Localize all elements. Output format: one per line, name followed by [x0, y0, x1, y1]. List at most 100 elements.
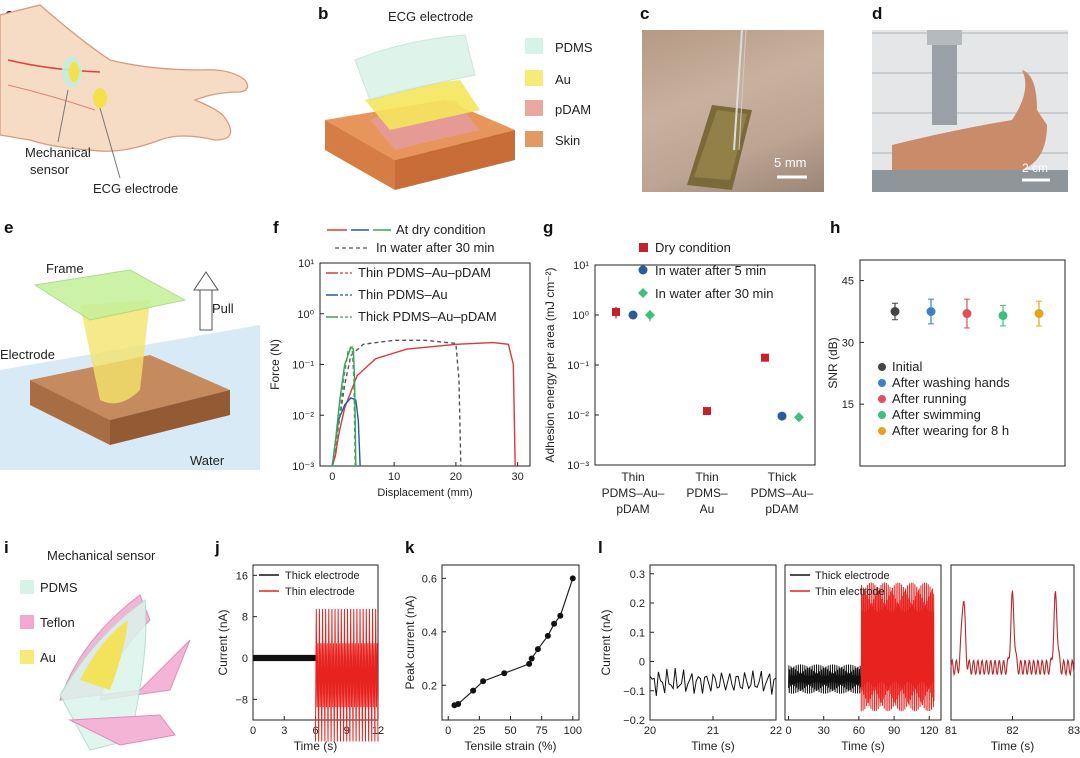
l-legend-label-1: Thin electrode [815, 586, 885, 598]
g-ytick-label: 10¹ [573, 260, 589, 272]
k-point-10 [557, 613, 563, 619]
k-ytick-label: 0.6 [422, 573, 437, 585]
j-ytick-label: 16 [236, 570, 248, 582]
l-ytick-label: −0.1 [623, 686, 645, 698]
l-xlabel-2: Time (s) [991, 739, 1035, 753]
h-ytick-label: 15 [842, 399, 854, 411]
h-ylabel: SNR (dB) [826, 337, 840, 388]
k-point-3 [480, 678, 486, 684]
h-legend-label-3: After swimming [892, 407, 981, 422]
f-ytick-label: 10⁻¹ [292, 360, 314, 372]
h-point-0 [891, 307, 900, 316]
g-legend-marker-2 [638, 288, 648, 298]
l-xtick-label-2: 81 [945, 725, 957, 737]
scale-bar-c: 5 mm [774, 155, 807, 170]
f-series-line-1 [332, 340, 460, 466]
k-xtick-label: 75 [536, 725, 548, 737]
chart-g-adhesion-energy: 10⁻³ 10⁻² 10⁻¹ 10⁰ 10¹ Adhesion energy per ar… [540, 225, 825, 525]
g-point-0-1 [703, 407, 711, 415]
f-xtick-label: 0 [329, 471, 335, 483]
g-category-0-line-2: pDAM [616, 502, 649, 516]
j-ytick-label: −8 [235, 694, 248, 706]
j-legend-label-1: Thin electrode [285, 586, 355, 598]
h-point-4 [1035, 309, 1044, 318]
legend-i-teflon: Teflon [40, 615, 75, 630]
l-xtick-label-0: 20 [644, 725, 656, 737]
electrode-label: Electrode [0, 347, 55, 362]
g-point-2-2 [794, 412, 804, 422]
j-ylabel: Current (nA) [216, 609, 230, 675]
h-point-1 [927, 307, 936, 316]
g-category-2-line-0: Thick [768, 470, 798, 484]
l-xlabel-0: Time (s) [691, 739, 735, 753]
k-ytick-label: 0.4 [422, 627, 437, 639]
j-xtick-label: 0 [250, 725, 256, 737]
hand-washing-photo: 2 cm [872, 30, 1068, 192]
g-point-2-0 [645, 310, 655, 320]
adhesion-test-illustration: Frame Pull Electrode Water [0, 230, 260, 470]
k-line [454, 578, 572, 705]
g-point-1-2 [778, 412, 787, 421]
l-ytick-label: 0 [639, 657, 645, 669]
g-ytick-label: 10⁻¹ [567, 360, 589, 372]
k-axes-frame [442, 565, 579, 720]
l-xtick-label-1: 90 [888, 725, 900, 737]
g-ylabel: Adhesion energy per area (mJ cm⁻²) [543, 267, 557, 462]
g-legend-label-1: In water after 5 min [655, 263, 766, 278]
h-legend-marker-1 [878, 379, 886, 387]
l-ylabel: Current (nA) [599, 609, 613, 675]
frame-label: Frame [46, 261, 84, 276]
j-series-1 [316, 609, 379, 742]
h-legend-label-1: After washing hands [892, 375, 1010, 390]
legend-au: Au [555, 72, 571, 87]
h-point-2 [963, 309, 972, 318]
l-xtick-label-1: 60 [853, 725, 865, 737]
g-ytick-label: 10⁰ [572, 310, 589, 322]
l-axes-frame-0 [650, 565, 776, 720]
l-signal-thick-zoom [650, 668, 776, 696]
panel-label-d: d [872, 4, 882, 24]
h-legend-label-0: Initial [892, 359, 922, 374]
h-legend-label-2: After running [892, 391, 966, 406]
f-inner-legend-label-2: Thick PDMS–Au–pDAM [358, 309, 497, 324]
f-ytick-label: 10¹ [298, 258, 314, 270]
l-xtick-label-2: 83 [1068, 725, 1080, 737]
f-ylabel: Force (N) [268, 339, 282, 390]
k-ytick-label: 0.2 [422, 680, 437, 692]
k-point-6 [529, 656, 535, 662]
panel-label-c: c [640, 4, 649, 24]
k-point-5 [526, 661, 532, 667]
water-label: Water [190, 453, 225, 468]
scale-bar-d: 2 cm [1022, 161, 1048, 175]
g-ytick-label: 10⁻² [567, 410, 589, 422]
k-xlabel: Tensile strain (%) [464, 739, 556, 753]
f-xlabel: Displacement (mm) [377, 487, 472, 499]
l-signal-thick [789, 664, 862, 693]
j-series-0 [253, 655, 316, 661]
g-legend-marker-0 [639, 243, 648, 252]
f-ytick-label: 10⁻³ [292, 461, 314, 473]
j-ytick-label: 0 [242, 653, 248, 665]
g-category-0-line-1: PDMS–Au– [602, 486, 665, 500]
g-category-0-line-0: Thin [621, 470, 644, 484]
ecg-layer-legend: PDMS Au pDAM Skin [525, 38, 593, 148]
k-point-11 [570, 575, 576, 581]
h-ytick-label: 45 [842, 276, 854, 288]
k-point-1 [455, 701, 461, 707]
j-ytick-label: 8 [242, 612, 248, 624]
electrode-on-skin-photo: 5 mm [642, 30, 824, 192]
l-axes-frame-2 [951, 565, 1074, 720]
k-xtick-label: 25 [473, 725, 485, 737]
k-xtick-label: 100 [564, 725, 582, 737]
h-legend-marker-0 [878, 363, 886, 371]
l-ytick-label: 0.2 [630, 598, 645, 610]
h-ytick-label: 30 [842, 337, 854, 349]
g-category-1-line-1: PDMS– [686, 486, 728, 500]
g-point-0-2 [761, 354, 769, 362]
legend-i-pdms: PDMS [40, 580, 78, 595]
l-ytick-label: −0.2 [623, 715, 645, 727]
g-legend-label-0: Dry condition [655, 240, 731, 255]
ecg-electrode-label: ECG electrode [93, 181, 178, 196]
mechanical-sensor-label: Mechanical [25, 145, 91, 160]
pull-label: Pull [212, 301, 234, 316]
